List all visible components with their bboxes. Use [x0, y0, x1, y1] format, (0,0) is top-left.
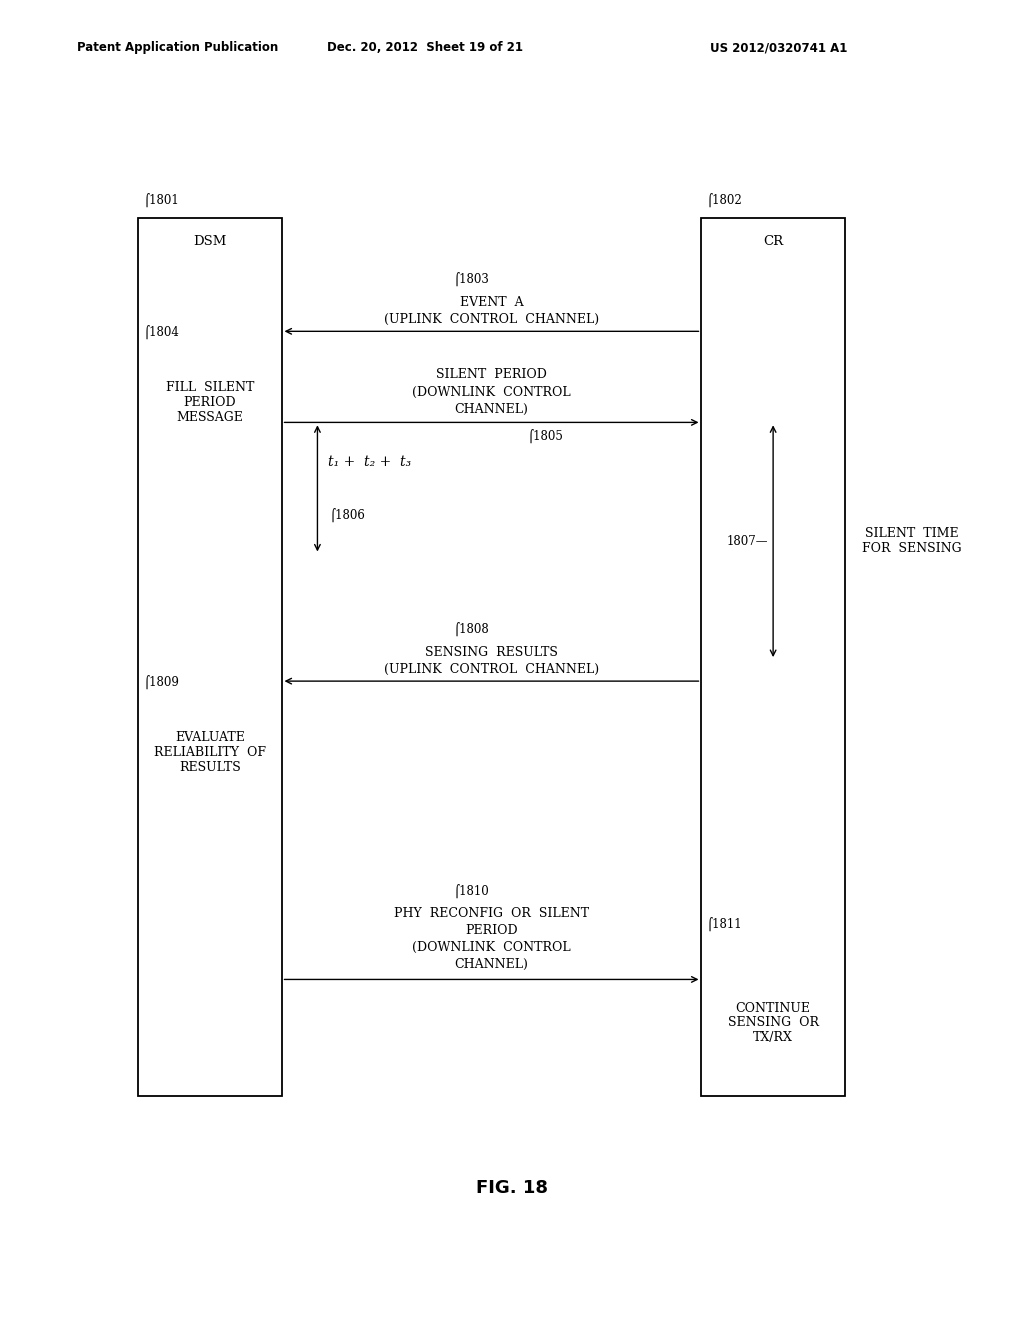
Text: ⌠1801: ⌠1801 [143, 193, 179, 207]
Text: ⌠1803: ⌠1803 [453, 272, 489, 286]
Bar [701, 218, 845, 1096]
Text: SENSING  RESULTS: SENSING RESULTS [425, 645, 558, 659]
Text: SILENT  TIME
FOR  SENSING: SILENT TIME FOR SENSING [861, 527, 962, 556]
Text: CONTINUE
SENSING  OR
TX/RX: CONTINUE SENSING OR TX/RX [728, 1002, 818, 1044]
Text: EVALUATE
RELIABILITY  OF
RESULTS: EVALUATE RELIABILITY OF RESULTS [154, 731, 266, 774]
Text: ⌠1804: ⌠1804 [143, 325, 179, 339]
Text: (UPLINK  CONTROL  CHANNEL): (UPLINK CONTROL CHANNEL) [384, 313, 599, 326]
Text: FILL  SILENT
PERIOD
MESSAGE: FILL SILENT PERIOD MESSAGE [166, 381, 254, 424]
Text: Patent Application Publication: Patent Application Publication [77, 41, 279, 54]
Text: CR: CR [763, 235, 783, 248]
Text: EVENT  A: EVENT A [460, 296, 523, 309]
Text: (DOWNLINK  CONTROL: (DOWNLINK CONTROL [413, 385, 570, 399]
Text: t₁ +  t₂ +  t₃: t₁ + t₂ + t₃ [328, 455, 411, 469]
Text: CHANNEL): CHANNEL) [455, 403, 528, 416]
Text: DSM: DSM [194, 235, 226, 248]
Text: 1807—: 1807— [726, 535, 768, 548]
Text: US 2012/0320741 A1: US 2012/0320741 A1 [710, 41, 847, 54]
Text: (UPLINK  CONTROL  CHANNEL): (UPLINK CONTROL CHANNEL) [384, 663, 599, 676]
Text: ⌠1805: ⌠1805 [527, 429, 563, 444]
Bar [138, 218, 282, 1096]
Text: PERIOD: PERIOD [465, 924, 518, 937]
Text: ⌠1810: ⌠1810 [454, 883, 488, 898]
Text: ⌠1802: ⌠1802 [707, 193, 742, 207]
Text: PHY  RECONFIG  OR  SILENT: PHY RECONFIG OR SILENT [394, 907, 589, 920]
Text: ⌠1806: ⌠1806 [330, 508, 366, 521]
Text: CHANNEL): CHANNEL) [455, 958, 528, 972]
Text: ⌠1809: ⌠1809 [143, 675, 179, 689]
Text: (DOWNLINK  CONTROL: (DOWNLINK CONTROL [413, 941, 570, 954]
Text: ⌠1811: ⌠1811 [707, 916, 742, 931]
Text: Dec. 20, 2012  Sheet 19 of 21: Dec. 20, 2012 Sheet 19 of 21 [327, 41, 523, 54]
Text: SILENT  PERIOD: SILENT PERIOD [436, 368, 547, 381]
Text: ⌠1808: ⌠1808 [454, 622, 488, 636]
Text: FIG. 18: FIG. 18 [476, 1179, 548, 1197]
